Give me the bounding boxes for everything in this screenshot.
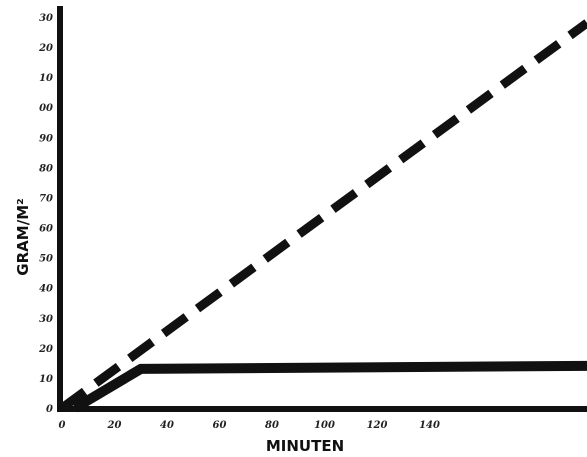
- x-axis-label: MINUTEN: [266, 437, 344, 455]
- y-tick-label: 0: [46, 404, 53, 415]
- y-tick-label: 90: [39, 133, 53, 144]
- y-axis-label: GRAM/M²: [14, 198, 32, 275]
- x-tick-label: 100: [314, 420, 335, 431]
- solid-series-line: [72, 360, 587, 413]
- y-tick-label: 50: [39, 254, 53, 265]
- y-tick-label: 10: [39, 374, 53, 385]
- y-tick-label: 60: [39, 224, 53, 235]
- x-tick-label: 120: [367, 420, 388, 431]
- x-tick-label: 40: [160, 420, 174, 431]
- y-tick-label: 80: [39, 163, 53, 174]
- x-tick-label: 20: [107, 420, 122, 431]
- y-tick-label: 10: [39, 73, 53, 84]
- x-tick-label: 80: [265, 420, 279, 431]
- y-tick-labels: 0 10 20 30 40 50 60 70 80 90 00 10 20 30: [38, 13, 53, 415]
- y-tick-label: 70: [39, 193, 53, 204]
- y-tick-label: 20: [38, 344, 53, 355]
- y-tick-label: 40: [39, 284, 53, 295]
- axes: [57, 6, 587, 412]
- y-tick-label: 00: [39, 103, 53, 114]
- series-group: [59, 19, 587, 413]
- x-tick-label: 140: [419, 420, 440, 431]
- x-tick-label: 0: [59, 420, 66, 431]
- x-tick-label: 60: [213, 420, 227, 431]
- y-tick-label: 20: [38, 43, 53, 54]
- y-tick-label: 30: [39, 13, 53, 24]
- y-tick-label: 30: [39, 314, 53, 325]
- dashed-series-line: [59, 19, 587, 412]
- x-tick-labels: 0 20 40 60 80 100 120 140: [59, 420, 440, 431]
